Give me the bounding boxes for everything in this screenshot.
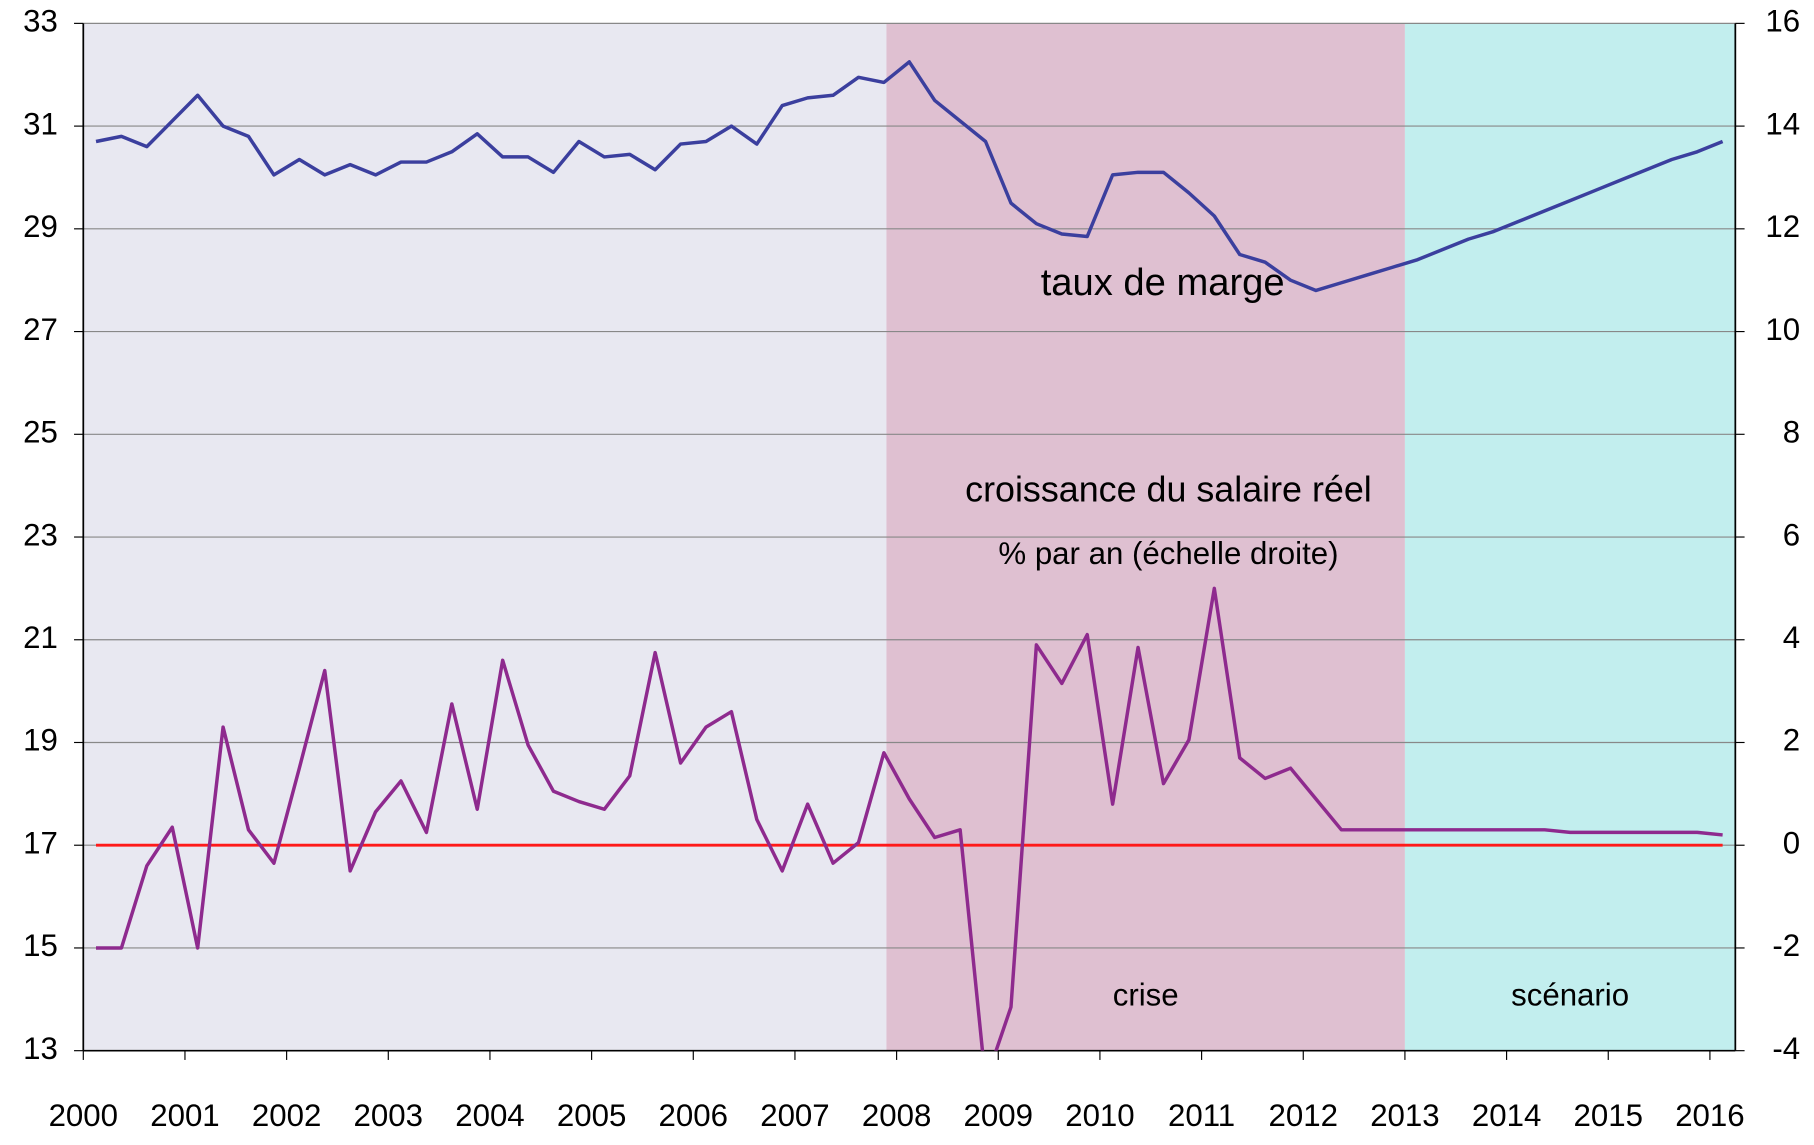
y-tick-label: 21 — [23, 620, 58, 655]
x-tick-label: 2007 — [760, 1098, 829, 1133]
region-label: scénario — [1511, 978, 1629, 1013]
x-tick-label: 2003 — [354, 1098, 423, 1133]
y-tick-label: 27 — [23, 312, 58, 347]
y-tick-label: 33 — [23, 4, 58, 39]
y-tick-label: 17 — [23, 825, 58, 860]
x-tick-label: 2001 — [150, 1098, 219, 1133]
x-tick-label: 2015 — [1574, 1098, 1643, 1133]
x-tick-label: 2006 — [659, 1098, 728, 1133]
x-tick-label: 2010 — [1065, 1098, 1134, 1133]
y2-tick-label: 16 — [1765, 4, 1800, 39]
x-tick-label: 2013 — [1370, 1098, 1439, 1133]
series-line — [96, 586, 1723, 1051]
y-tick-label: 25 — [23, 415, 58, 450]
annotation: % par an (échelle droite) — [998, 536, 1338, 571]
region-label: crise — [1113, 978, 1179, 1013]
y2-tick-label: 4 — [1783, 620, 1800, 655]
x-tick-label: 2004 — [455, 1098, 524, 1133]
x-tick-label: 2005 — [557, 1098, 626, 1133]
y-tick-label: 13 — [23, 1031, 58, 1066]
y2-tick-label: 0 — [1783, 825, 1800, 860]
y-tick-label: 15 — [23, 928, 58, 963]
y-tick-label: 31 — [23, 106, 58, 141]
x-tick-label: 2002 — [252, 1098, 321, 1133]
y-tick-label: 19 — [23, 723, 58, 758]
x-tick-label: 2014 — [1472, 1098, 1541, 1133]
y-tick-label: 23 — [23, 517, 58, 552]
y2-tick-label: 2 — [1783, 723, 1800, 758]
x-tick-label: 2008 — [862, 1098, 931, 1133]
series-line — [95, 60, 1724, 293]
y2-tick-label: -2 — [1772, 928, 1800, 963]
annotation: taux de marge — [1041, 261, 1285, 304]
y2-tick-label: 12 — [1765, 209, 1800, 244]
x-tick-label: 2016 — [1675, 1098, 1744, 1133]
y2-tick-label: 6 — [1783, 517, 1800, 552]
x-tick-label: 2000 — [49, 1098, 118, 1133]
annotation: croissance du salaire réel — [965, 469, 1372, 509]
x-tick-label: 2012 — [1269, 1098, 1338, 1133]
y2-tick-label: 14 — [1765, 106, 1800, 141]
y-tick-label: 29 — [23, 209, 58, 244]
y2-tick-label: 10 — [1765, 312, 1800, 347]
x-tick-label: 2011 — [1168, 1098, 1235, 1133]
y2-tick-label: -4 — [1772, 1031, 1800, 1066]
x-tick-label: 2009 — [964, 1098, 1033, 1133]
y2-tick-label: 8 — [1783, 415, 1800, 450]
